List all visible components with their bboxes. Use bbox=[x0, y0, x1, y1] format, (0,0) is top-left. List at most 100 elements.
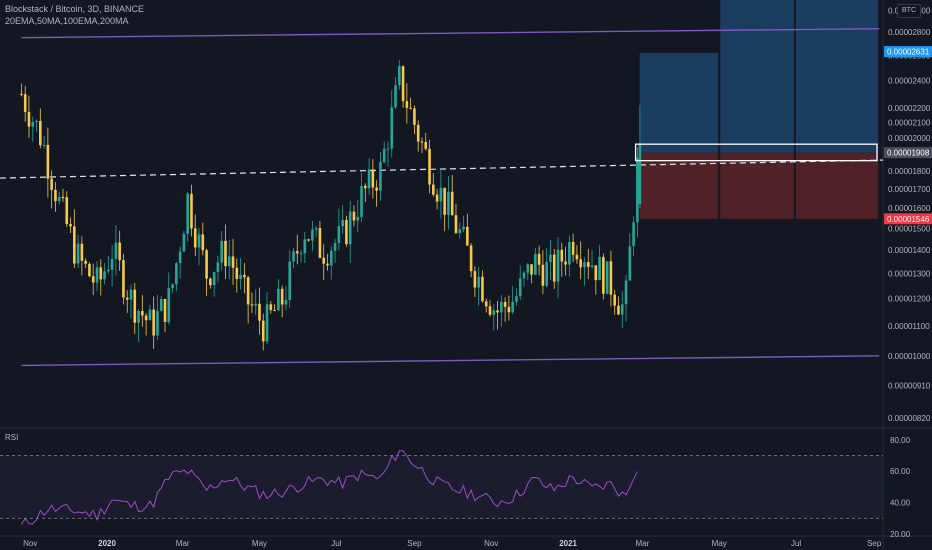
price-tick-label: 0.00001200 bbox=[888, 294, 931, 303]
candle-body bbox=[394, 85, 397, 108]
candle-body bbox=[492, 310, 496, 315]
indicator-list[interactable]: 20EMA,50MA,100EMA,200MA bbox=[5, 16, 129, 26]
candle-body bbox=[552, 254, 556, 282]
symbol-title[interactable]: Blockstack / Bitcoin, 3D, BINANCE bbox=[5, 4, 145, 14]
candle-body bbox=[447, 191, 450, 215]
candle-body bbox=[545, 261, 548, 286]
candle-body bbox=[484, 301, 488, 307]
rsi-tick-label: 20.00 bbox=[890, 530, 911, 539]
candle-body bbox=[518, 278, 522, 297]
candle-body bbox=[182, 233, 186, 252]
candle-body bbox=[522, 272, 526, 279]
candle-body bbox=[243, 274, 246, 278]
time-tick-label: Sep bbox=[867, 539, 882, 548]
candle-body bbox=[163, 299, 167, 322]
candle-body bbox=[416, 124, 420, 142]
time-tick-label: Nov bbox=[484, 539, 498, 548]
candle-body bbox=[235, 267, 239, 280]
candle-body bbox=[186, 193, 189, 234]
stop-zone-3 bbox=[795, 152, 879, 219]
price-tick-label: 0.00000820 bbox=[888, 414, 931, 423]
candle-body bbox=[122, 260, 125, 298]
last-candle-body bbox=[638, 144, 642, 205]
candle-body bbox=[571, 242, 575, 255]
price-tag-label-1: 0.00002631 bbox=[887, 48, 930, 57]
candle-body bbox=[341, 219, 344, 227]
price-tick-label: 0.00002800 bbox=[888, 28, 931, 37]
candle-body bbox=[167, 288, 171, 322]
candle-body bbox=[329, 250, 333, 266]
candle-body bbox=[273, 310, 276, 312]
candle-body bbox=[209, 278, 212, 286]
rsi-label[interactable]: RSI bbox=[5, 433, 19, 442]
candle-body bbox=[360, 185, 363, 217]
rsi-tick-label: 40.00 bbox=[890, 499, 911, 508]
rsi-tick-label: 80.00 bbox=[890, 436, 911, 445]
price-tag-2 bbox=[884, 147, 932, 159]
target-zone-3 bbox=[795, 0, 879, 153]
candle-body bbox=[42, 144, 46, 146]
candle-body bbox=[216, 262, 220, 273]
price-tick-label: 0.00002400 bbox=[888, 76, 931, 85]
price-tick-label: 0.00000910 bbox=[888, 381, 931, 390]
candle-body bbox=[277, 288, 280, 311]
candle-body bbox=[280, 288, 284, 305]
candle-body bbox=[560, 249, 564, 262]
currency-badge[interactable]: BTC bbox=[897, 4, 921, 18]
candle-body bbox=[39, 120, 42, 146]
candle-body bbox=[197, 234, 201, 248]
candle-body bbox=[118, 242, 121, 261]
candle-body bbox=[110, 258, 114, 270]
time-tick-label: 2021 bbox=[559, 539, 577, 548]
candle-body bbox=[239, 274, 242, 280]
candle-body bbox=[103, 271, 106, 280]
candle-body bbox=[526, 264, 530, 273]
candle-body bbox=[609, 261, 613, 295]
candle-body bbox=[307, 239, 310, 241]
candle-body bbox=[76, 243, 80, 264]
candle-body bbox=[50, 178, 53, 190]
candle-body bbox=[481, 276, 484, 302]
price-tag-label-3: 0.00001546 bbox=[887, 215, 930, 224]
candle-body bbox=[88, 263, 91, 277]
candle-body bbox=[129, 289, 133, 300]
candle-body bbox=[159, 299, 163, 311]
candle-body bbox=[435, 194, 439, 202]
candle-body bbox=[212, 272, 216, 286]
candle-body bbox=[269, 304, 273, 311]
candle-body bbox=[318, 228, 322, 258]
time-tick-label: Mar bbox=[176, 539, 190, 548]
candle-body bbox=[175, 263, 178, 285]
candle-body bbox=[579, 259, 582, 268]
time-tick-label: Mar bbox=[636, 539, 650, 548]
price-tick-label: 0.00002200 bbox=[888, 104, 931, 113]
candle-body bbox=[137, 310, 140, 323]
candle-body bbox=[432, 184, 435, 195]
price-tick-label: 0.00001500 bbox=[888, 224, 931, 233]
candle-body bbox=[363, 185, 367, 189]
candle-body bbox=[20, 93, 23, 95]
price-tick-label: 0.00001100 bbox=[888, 322, 930, 331]
candle-body bbox=[265, 304, 269, 342]
price-tick-label: 0.00001400 bbox=[888, 246, 931, 255]
candle-body bbox=[254, 303, 258, 306]
target-zone-2 bbox=[720, 0, 794, 153]
candle-body bbox=[515, 296, 518, 302]
candle-body bbox=[31, 121, 35, 127]
candle-body bbox=[386, 148, 390, 150]
candle-body bbox=[443, 187, 446, 215]
rsi-tick-label: 60.00 bbox=[890, 467, 911, 476]
candle-body bbox=[345, 219, 348, 245]
candle-body bbox=[530, 264, 533, 275]
candle-body bbox=[575, 254, 579, 260]
candle-body bbox=[537, 253, 541, 265]
candle-body bbox=[333, 242, 337, 251]
candle-body bbox=[636, 157, 639, 223]
candle-body bbox=[503, 301, 507, 307]
candle-body bbox=[348, 211, 352, 245]
candle-body bbox=[409, 107, 412, 109]
candle-body bbox=[61, 196, 65, 198]
candle-body bbox=[80, 243, 84, 261]
